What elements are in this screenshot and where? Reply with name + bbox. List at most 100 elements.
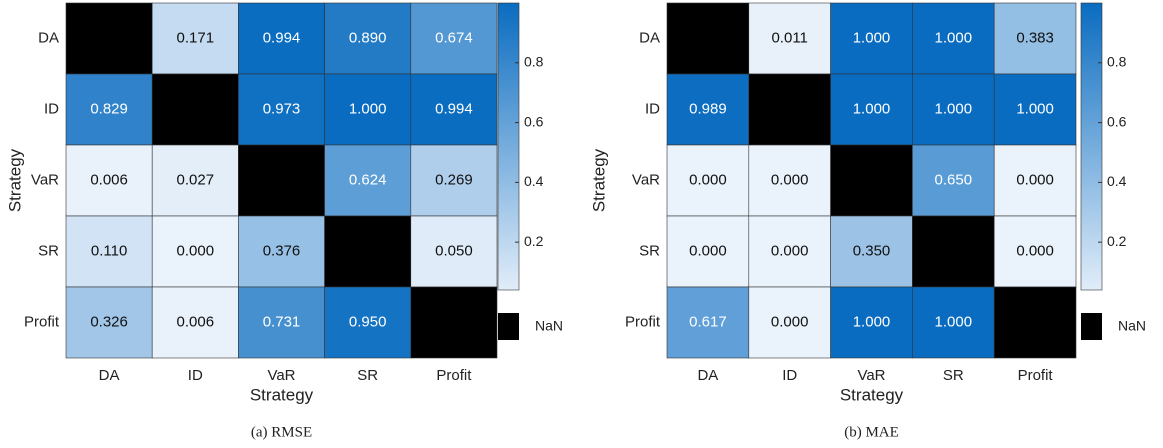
heatmap-cell: [830, 286, 913, 359]
cell-label: 1.000: [853, 313, 891, 330]
cell-label: 0.006: [177, 313, 215, 330]
cell-label: 0.000: [689, 242, 727, 259]
cell-label: 1.000: [349, 100, 387, 117]
heatmap-cell: [410, 286, 498, 359]
heatmap-cell: [830, 73, 913, 146]
heatmap-cell: [748, 286, 831, 359]
cell-label: 0.624: [349, 171, 387, 188]
cell-label: 1.000: [853, 29, 891, 46]
heatmap-cell: [993, 73, 1077, 146]
caption: (b) MAE: [844, 424, 899, 440]
x-tick-label: SR: [943, 367, 964, 384]
heatmap-cell: [324, 286, 412, 359]
cell-label: 0.890: [349, 29, 387, 46]
cell-label: 1.000: [853, 100, 891, 117]
cell-label: 0.269: [435, 171, 473, 188]
heatmap-cell: [993, 2, 1077, 75]
colorbar-tick-label: 0.4: [524, 173, 544, 189]
nan-label: NaN: [535, 318, 563, 334]
heatmap-cell: [912, 73, 995, 146]
heatmap-cell: [65, 215, 153, 288]
y-tick-label: VaR: [632, 171, 660, 188]
cell-label: 1.000: [935, 313, 973, 330]
heatmap-cell: [830, 2, 913, 75]
colorbar-tick-label: 0.8: [1107, 53, 1127, 69]
cell-label: 0.350: [853, 242, 891, 259]
heatmap-cell: [238, 286, 325, 359]
heatmap-cell: [666, 73, 750, 146]
heatmap-cell: [912, 144, 995, 217]
cell-label: 0.050: [435, 242, 473, 259]
cell-label: 0.989: [689, 100, 727, 117]
x-tick-label: VaR: [857, 367, 885, 384]
nan-swatch: [498, 313, 519, 340]
cell-label: 0.110: [91, 242, 127, 259]
heatmap-cell: [324, 2, 412, 75]
cell-label: 0.006: [90, 171, 128, 188]
x-tick-label: ID: [188, 367, 203, 384]
y-tick-label: ID: [645, 100, 660, 117]
y-axis-label: Strategy: [5, 148, 24, 212]
heatmap-cell: [912, 215, 995, 288]
colorbar-tick-label: 0.6: [524, 113, 544, 129]
heatmap-cell: [238, 73, 325, 146]
y-tick-label: ID: [44, 100, 59, 117]
nan-label: NaN: [1118, 318, 1146, 334]
colorbar-tick-label: 0.4: [1107, 173, 1127, 189]
heatmap-cell: [912, 2, 995, 75]
cell-label: 0.731: [263, 313, 301, 330]
cell-label: 0.973: [263, 100, 301, 117]
x-tick-label: Profit: [436, 367, 472, 384]
colorbar-tick-label: 0.2: [524, 233, 544, 249]
cell-label: 0.000: [1016, 242, 1054, 259]
heatmap-cell: [748, 73, 831, 146]
heatmap-cell: [151, 2, 239, 75]
heatmap-cell: [151, 286, 239, 359]
cell-label: 0.171: [177, 29, 215, 46]
cell-label: 0.376: [263, 242, 301, 259]
y-tick-label: Profit: [24, 313, 60, 330]
cell-label: 0.027: [177, 171, 215, 188]
heatmap-cell: [666, 286, 750, 359]
cell-label: 0.829: [90, 100, 128, 117]
x-tick-label: VaR: [267, 367, 295, 384]
y-tick-label: DA: [639, 29, 660, 46]
heatmap-cell: [410, 215, 498, 288]
heatmap-cell: [238, 215, 325, 288]
heatmap-cell: [666, 215, 750, 288]
y-tick-label: VaR: [31, 171, 59, 188]
cell-label: 0.000: [771, 313, 809, 330]
cell-label: 0.011: [771, 29, 807, 46]
cell-label: 0.994: [263, 29, 301, 46]
heatmap-cell: [993, 286, 1077, 359]
heatmap-cell: [324, 215, 412, 288]
x-tick-label: DA: [697, 367, 718, 384]
cell-label: 1.000: [935, 29, 973, 46]
cell-label: 0.650: [935, 171, 973, 188]
heatmap-cell: [151, 215, 239, 288]
nan-swatch: [1081, 313, 1102, 340]
heatmap-cell: [238, 2, 325, 75]
x-axis-label: Strategy: [840, 385, 904, 404]
y-tick-label: SR: [639, 242, 660, 259]
heatmap-cell: [830, 144, 913, 217]
heatmap-cell: [65, 286, 153, 359]
heatmap-cell: [65, 73, 153, 146]
heatmap-cell: [912, 286, 995, 359]
heatmap-cell: [410, 2, 498, 75]
colorbar-tick-label: 0.8: [524, 53, 544, 69]
colorbar: [497, 2, 520, 291]
cell-label: 0.000: [771, 171, 809, 188]
heatmap-cell: [993, 215, 1077, 288]
cell-label: 1.000: [1016, 100, 1054, 117]
x-axis-label: Strategy: [250, 385, 314, 404]
cell-label: 0.000: [1016, 171, 1054, 188]
x-tick-label: SR: [357, 367, 378, 384]
colorbar: [1080, 2, 1103, 291]
cell-label: 0.000: [771, 242, 809, 259]
heatmap-cell: [666, 2, 750, 75]
heatmap-cell: [238, 144, 325, 217]
heatmap-cell: [151, 73, 239, 146]
heatmap-cell: [65, 2, 153, 75]
